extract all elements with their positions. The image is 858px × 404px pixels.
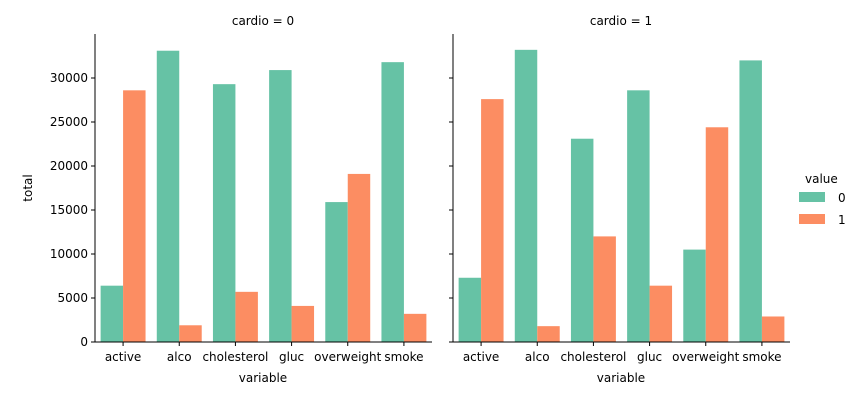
y-tick-label: 25000	[50, 115, 88, 129]
bar-p0-cholesterol-v0	[212, 84, 236, 342]
legend-swatch-1	[799, 214, 825, 224]
legend: value 0 1	[799, 172, 846, 227]
bar-p1-alco-v1	[537, 326, 560, 342]
y-axis-label: total	[21, 174, 35, 201]
bar-p1-gluc-v1	[649, 285, 673, 342]
bar-p1-cholesterol-v0	[570, 138, 594, 342]
legend-label-0: 0	[838, 191, 846, 205]
panel-title-cardio-1: cardio = 1	[590, 14, 652, 28]
x-tick-label-smoke: smoke	[742, 350, 781, 364]
panel-cardio-0: cardio = 0 0 5000 10000 15000 20000 25000 3000…	[50, 14, 432, 364]
bar-p0-cholesterol-v1	[235, 291, 258, 342]
panel-cardio-1: cardio = 1 active alco cholesterol gluc over…	[449, 14, 790, 364]
x-tick-label-gluc: gluc	[279, 350, 304, 364]
bar-p1-smoke-v1	[761, 316, 785, 342]
bar-p1-active-v0	[458, 277, 482, 342]
legend-title: value	[805, 172, 838, 186]
y-tick-label: 30000	[50, 71, 88, 85]
bar-p0-alco-v1	[179, 325, 202, 342]
bar-p1-active-v1	[481, 99, 504, 343]
x-tick-label-cholesterol: cholesterol	[202, 350, 268, 364]
x-tick-label-smoke: smoke	[384, 350, 423, 364]
legend-swatch-0	[799, 192, 825, 202]
bar-p0-active-v0	[100, 285, 124, 342]
bar-p0-alco-v0	[156, 50, 180, 342]
x-tick-label-active: active	[105, 350, 141, 364]
x-tick-label-overweight: overweight	[314, 350, 382, 364]
x-tick-label-alco: alco	[167, 350, 192, 364]
legend-label-1: 1	[838, 213, 846, 227]
y-tick-label: 5000	[57, 291, 88, 305]
bar-p1-cholesterol-v1	[593, 236, 616, 342]
bar-p0-overweight-v1	[347, 173, 371, 342]
y-tick-label: 15000	[50, 203, 88, 217]
y-tick-label: 20000	[50, 159, 88, 173]
bar-p1-alco-v0	[514, 49, 538, 343]
x-tick-label-alco: alco	[525, 350, 550, 364]
x-tick-label-cholesterol: cholesterol	[560, 350, 626, 364]
bar-p0-smoke-v1	[403, 313, 427, 342]
y-tick-label: 0	[80, 335, 88, 349]
x-axis-label-right: variable	[597, 371, 645, 385]
bar-p0-active-v1	[123, 90, 146, 342]
panel-title-cardio-0: cardio = 0	[232, 14, 294, 28]
x-tick-label-overweight: overweight	[672, 350, 740, 364]
bar-p0-gluc-v0	[269, 70, 292, 342]
bar-p1-overweight-v1	[705, 127, 729, 342]
bar-p1-smoke-v0	[739, 60, 762, 343]
bar-p0-smoke-v0	[381, 62, 404, 342]
x-tick-label-active: active	[463, 350, 499, 364]
x-axis-label-left: variable	[239, 371, 287, 385]
bar-p1-overweight-v0	[683, 249, 706, 342]
bar-p0-overweight-v0	[325, 202, 348, 342]
bar-p1-gluc-v0	[627, 90, 650, 342]
bar-p0-gluc-v1	[291, 305, 315, 342]
y-tick-label: 10000	[50, 247, 88, 261]
x-tick-label-gluc: gluc	[637, 350, 662, 364]
